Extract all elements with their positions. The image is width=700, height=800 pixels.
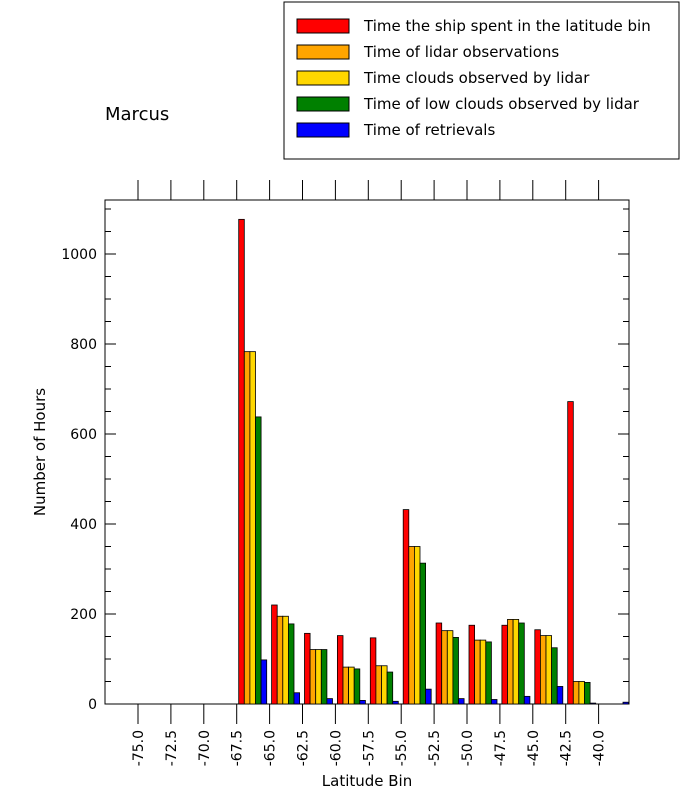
- bar: [534, 629, 541, 705]
- y-tick-label: 400: [70, 517, 97, 533]
- x-tick-label: -47.5: [493, 730, 509, 766]
- bar: [578, 681, 585, 705]
- bar: [293, 692, 300, 705]
- bar: [326, 698, 333, 705]
- y-tick-label: 0: [88, 697, 97, 713]
- bar: [408, 546, 415, 705]
- x-tick-label: -57.5: [361, 730, 377, 766]
- bar: [375, 665, 382, 705]
- legend-entry: Time clouds observed by lidar: [363, 69, 590, 87]
- bar: [304, 632, 311, 705]
- x-tick-label: -45.0: [526, 730, 542, 766]
- bar: [309, 649, 317, 705]
- bar: [342, 666, 349, 705]
- bar: [551, 647, 558, 705]
- bar: [540, 635, 547, 705]
- x-tick-label: -72.5: [164, 730, 180, 766]
- legend-box: [283, 1, 680, 160]
- bar: [419, 562, 426, 705]
- bar: [479, 639, 487, 705]
- bar: [392, 700, 399, 705]
- bar: [523, 695, 531, 705]
- bar: [556, 686, 564, 705]
- bar: [446, 630, 454, 705]
- x-tick-label: -42.5: [559, 730, 575, 766]
- legend: Time the ship spent in the latitude bin T…: [283, 1, 680, 160]
- bar: [589, 702, 597, 705]
- x-tick-label: -50.0: [460, 730, 476, 766]
- x-tick-labels: -75.0 -72.5 -70.0 -67.5 -65.0 -62.5 -60.0 -57.5…: [131, 730, 608, 766]
- legend-entry: Time of retrievals: [363, 121, 495, 139]
- y-tick-labels: 0 200 400 600 800 1000: [61, 247, 97, 713]
- x-tick-label: -55.0: [394, 730, 410, 766]
- bar: [369, 637, 377, 705]
- bar: [359, 700, 366, 705]
- legend-swatch: [296, 44, 350, 60]
- bar: [572, 681, 580, 705]
- x-tick-label: -62.5: [296, 730, 312, 766]
- bar: [353, 668, 361, 705]
- y-tick-label: 1000: [61, 247, 97, 263]
- legend-entry: Time the ship spent in the latitude bin: [363, 17, 651, 35]
- legend-entry: Time of low clouds observed by lidar: [363, 95, 640, 113]
- bar: [452, 637, 459, 705]
- bar: [622, 701, 629, 705]
- chart-title: Marcus: [105, 104, 169, 125]
- bar: [501, 624, 508, 705]
- bar: [271, 604, 278, 705]
- axis-ticks: [105, 180, 629, 724]
- legend-swatch: [296, 96, 350, 112]
- y-tick-label: 600: [70, 427, 97, 443]
- x-tick-label: -40.0: [592, 730, 608, 766]
- legend-swatch: [296, 70, 350, 86]
- bar: [458, 698, 465, 705]
- x-tick-label: -52.5: [427, 730, 443, 766]
- bar: [468, 624, 475, 705]
- bar: [402, 509, 410, 705]
- x-axis-title: Latitude Bin: [322, 772, 412, 790]
- bar: [249, 351, 256, 705]
- bar: [435, 622, 443, 705]
- y-axis-title: Number of Hours: [31, 388, 49, 516]
- bar: [282, 615, 289, 705]
- bar: [512, 619, 520, 705]
- bar: [386, 671, 394, 705]
- bar: [567, 401, 574, 705]
- legend-swatch: [296, 122, 350, 138]
- bar: [584, 682, 591, 705]
- bar: [545, 635, 552, 705]
- plot-frame-rect: [104, 199, 630, 705]
- x-tick-label: -65.0: [263, 730, 279, 766]
- bar: [425, 688, 432, 705]
- y-tick-label: 200: [70, 607, 97, 623]
- x-tick-label: -60.0: [328, 730, 344, 766]
- bar: [441, 630, 448, 705]
- bar: [485, 641, 492, 705]
- bar: [490, 699, 498, 705]
- bar: [287, 623, 295, 705]
- bar: [255, 416, 262, 705]
- bar: [518, 622, 525, 705]
- plot-frame: [104, 199, 630, 705]
- bar: [336, 635, 344, 705]
- bar: [474, 639, 481, 705]
- x-tick-label: -67.5: [230, 730, 246, 766]
- bar: [348, 666, 355, 705]
- bar: [320, 649, 328, 705]
- bar: [381, 665, 388, 705]
- legend-entry: Time of lidar observations: [363, 43, 559, 61]
- bar: [315, 649, 322, 705]
- x-tick-label: -70.0: [197, 730, 213, 766]
- bar: [238, 218, 245, 705]
- bar: [243, 351, 251, 705]
- bar-marks: [238, 218, 629, 705]
- bar: [260, 659, 268, 705]
- bar: [507, 619, 514, 705]
- bar: [276, 615, 284, 705]
- x-tick-label: -75.0: [131, 730, 147, 766]
- bar: [413, 546, 421, 705]
- y-tick-label: 800: [70, 337, 97, 353]
- legend-swatch: [296, 18, 350, 34]
